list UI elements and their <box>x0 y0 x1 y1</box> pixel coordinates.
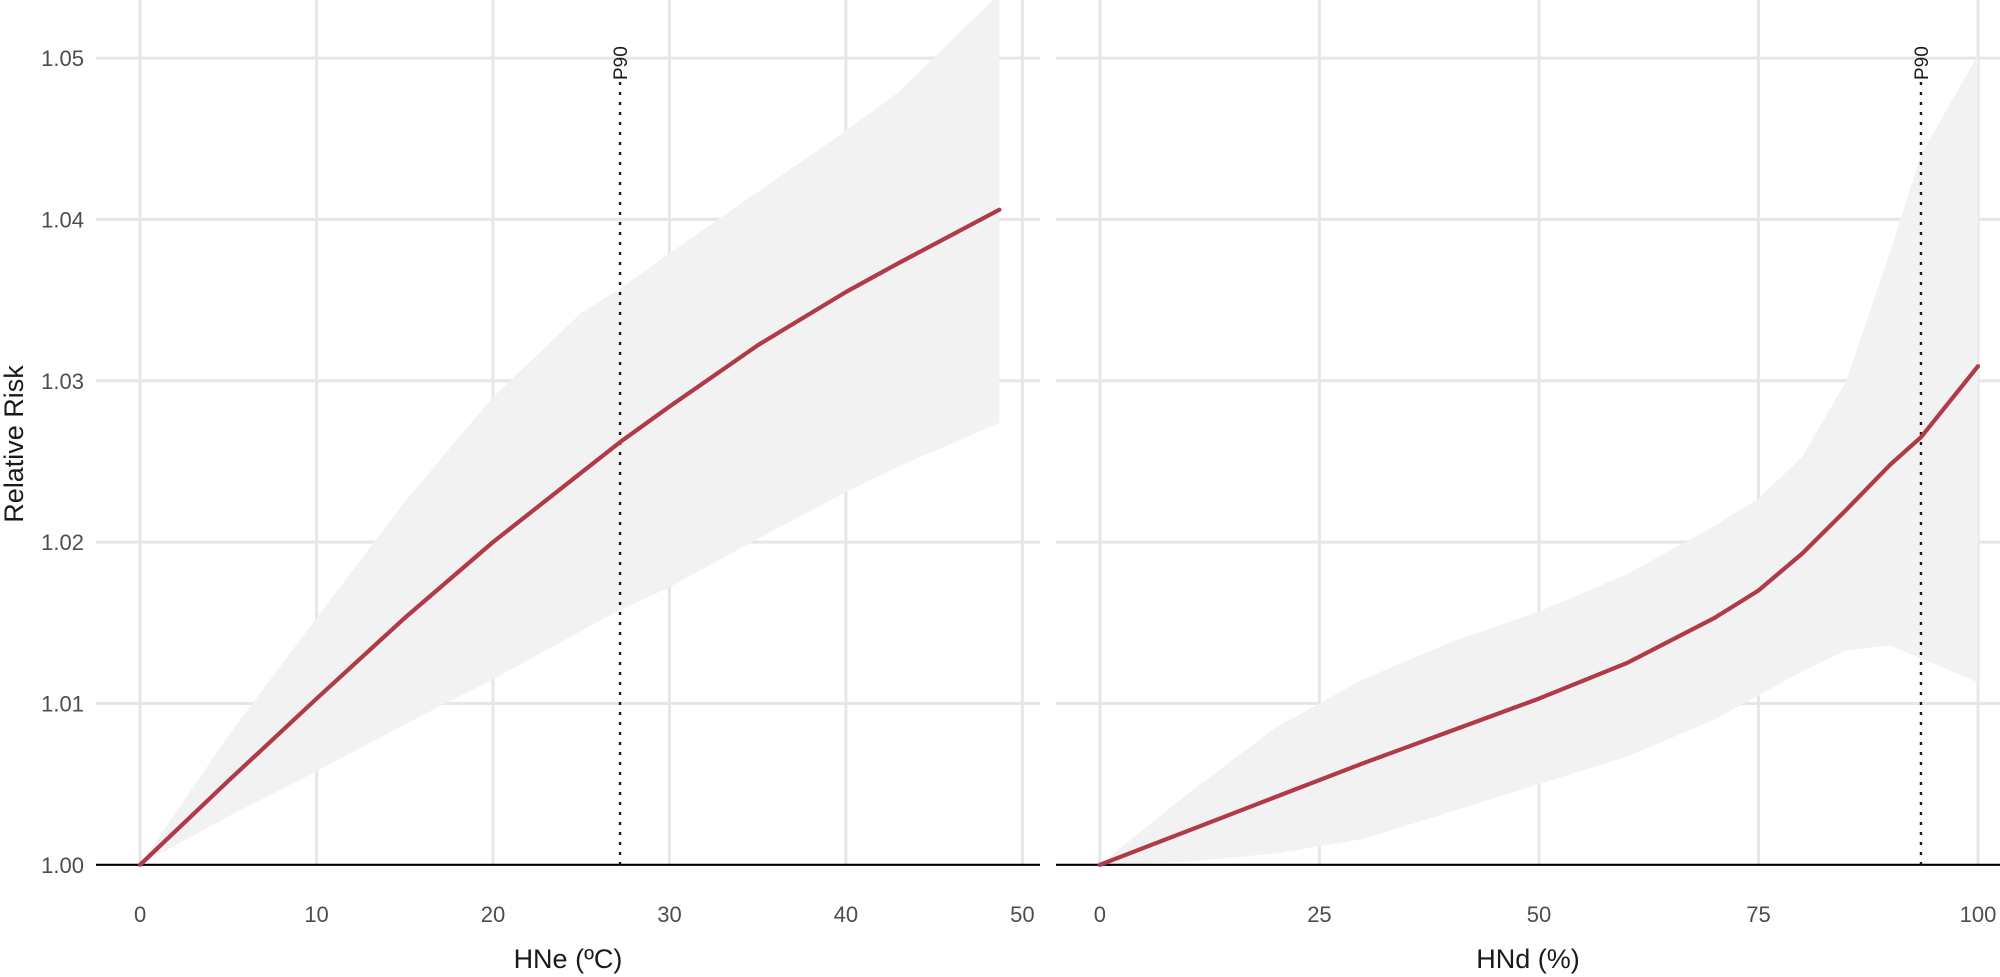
confidence-band <box>1099 54 1978 865</box>
x-axis-title: HNd (%) <box>1476 944 1580 974</box>
chart-panel-hne: P90 0 10 20 30 40 50 1.00 1.01 1.02 1.03 1.04 1.05 HN… <box>41 0 1040 974</box>
p90-label: P90 <box>1912 46 1933 80</box>
y-axis-title: Relative Risk <box>0 365 29 523</box>
y-tick-label: 1.05 <box>41 46 84 71</box>
x-tick-label: 0 <box>1094 902 1106 927</box>
x-tick-label: 25 <box>1307 902 1331 927</box>
y-tick-label: 1.02 <box>41 530 84 555</box>
p90-label: P90 <box>611 46 632 80</box>
chart-panel-hnd: P90 0 25 50 75 100 HNd (%) <box>1056 0 2000 974</box>
x-tick-label: 50 <box>1527 902 1551 927</box>
y-tick-label: 1.00 <box>41 853 84 878</box>
x-tick-label: 40 <box>834 902 858 927</box>
y-tick-label: 1.03 <box>41 369 84 394</box>
relative-risk-line <box>138 207 1002 867</box>
relative-risk-line <box>1097 364 1981 867</box>
x-tick-label: 10 <box>304 902 328 927</box>
y-tick-label: 1.01 <box>41 691 84 716</box>
x-tick-label: 20 <box>481 902 505 927</box>
confidence-band <box>140 0 1000 865</box>
x-tick-label: 50 <box>1010 902 1034 927</box>
x-tick-label: 0 <box>134 902 146 927</box>
x-tick-label: 30 <box>657 902 681 927</box>
x-tick-label: 100 <box>1960 902 1997 927</box>
x-tick-label: 75 <box>1746 902 1770 927</box>
x-axis-title: HNe (ºC) <box>514 944 623 974</box>
y-tick-label: 1.04 <box>41 207 84 232</box>
